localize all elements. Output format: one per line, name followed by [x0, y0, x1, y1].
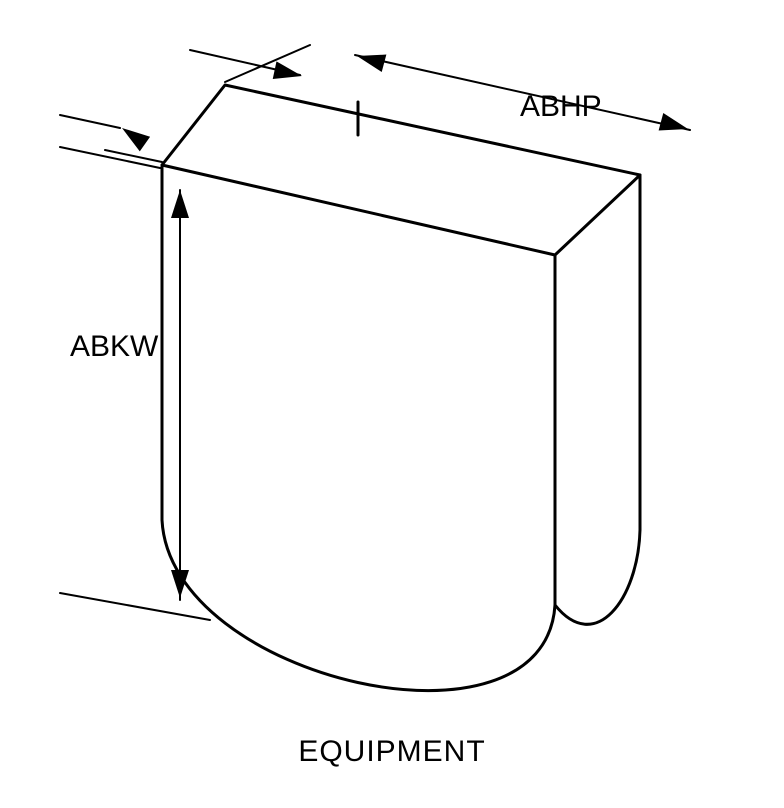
dimension-label-abkw: ABKW — [70, 330, 158, 364]
diagram-svg — [0, 0, 784, 808]
dimension-label-abhp: ABHP — [520, 90, 602, 124]
diagram-caption: EQUIPMENT — [0, 735, 784, 769]
equipment-diagram: ABHP ABKW EQUIPMENT — [0, 0, 784, 808]
